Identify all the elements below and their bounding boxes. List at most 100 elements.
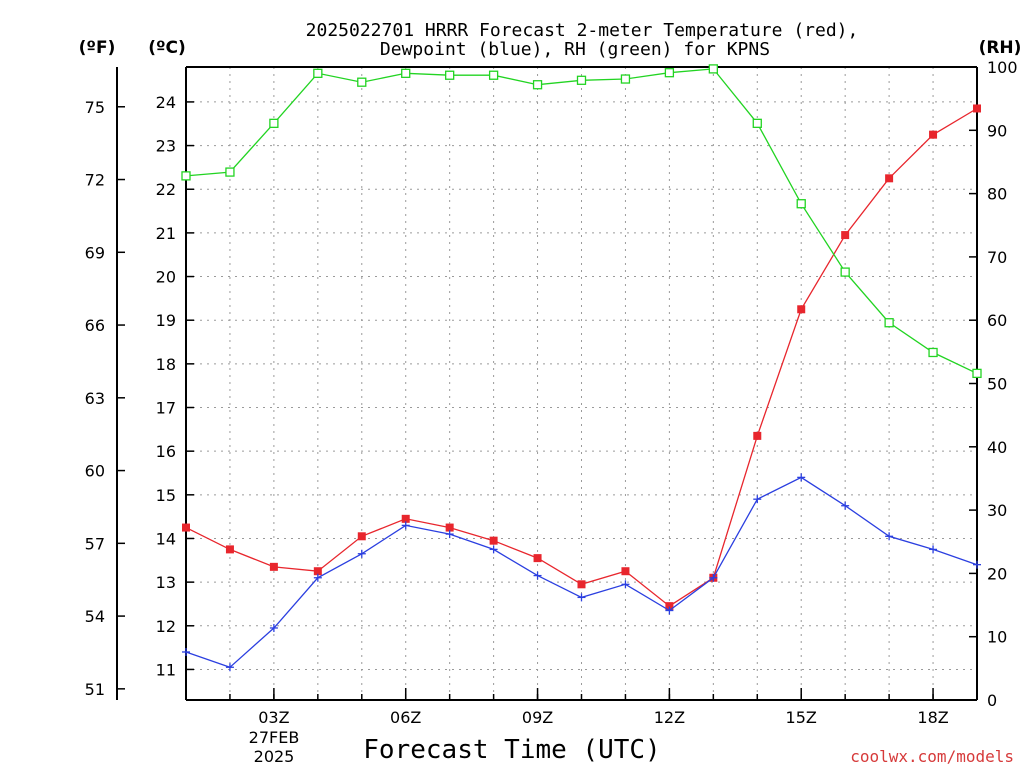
rh-point bbox=[488, 70, 499, 80]
temperature-point bbox=[225, 545, 234, 554]
x-tick-label: 09Z bbox=[522, 708, 553, 727]
dewpoint-point bbox=[665, 606, 674, 615]
temperature-point bbox=[533, 554, 542, 563]
temperature-point bbox=[182, 523, 190, 532]
rh-point bbox=[620, 74, 631, 84]
rh-point bbox=[225, 167, 235, 177]
dewpoint-point bbox=[445, 530, 454, 539]
celsius-tick-label: 20 bbox=[156, 268, 176, 287]
rh-tick-label: 70 bbox=[987, 248, 1007, 267]
celsius-unit-label: (ºC) bbox=[148, 38, 186, 58]
fahrenheit-tick-label: 72 bbox=[85, 171, 105, 190]
dewpoint-point bbox=[401, 521, 410, 530]
tick-labels: 11 12 13 14 15 16 17 18 19 20 21 22 23 24 51 54 57 60 63 66… bbox=[85, 58, 1018, 727]
rh-unit-label: (RH) bbox=[979, 38, 1022, 58]
dewpoint-point bbox=[797, 473, 806, 482]
celsius-tick-label: 22 bbox=[156, 180, 176, 199]
fahrenheit-tick-label: 54 bbox=[85, 607, 105, 626]
rh-tick-label: 0 bbox=[987, 691, 997, 710]
fahrenheit-unit-label: (ºF) bbox=[79, 38, 116, 58]
rh-tick-label: 30 bbox=[987, 501, 1007, 520]
rh-point bbox=[181, 171, 191, 181]
series-layer bbox=[181, 64, 982, 672]
dewpoint-point bbox=[225, 663, 234, 672]
dewpoint-point bbox=[489, 545, 498, 554]
fahrenheit-tick-label: 63 bbox=[85, 389, 105, 408]
dewpoint-point bbox=[357, 549, 366, 558]
rh-point bbox=[401, 68, 411, 78]
x-tick-label: 12Z bbox=[654, 708, 685, 727]
rh-point bbox=[972, 368, 982, 379]
fahrenheit-tick-label: 75 bbox=[85, 98, 105, 117]
temperature-line bbox=[185, 107, 978, 607]
temperature-point bbox=[665, 602, 674, 611]
axes bbox=[116, 66, 978, 701]
dewpoint-point bbox=[533, 571, 542, 580]
dewpoint-point bbox=[313, 573, 322, 582]
celsius-tick-label: 19 bbox=[156, 311, 176, 330]
dewpoint-point bbox=[973, 560, 981, 569]
celsius-tick-label: 15 bbox=[156, 486, 176, 505]
rh-point bbox=[532, 80, 543, 90]
dewpoint-point bbox=[841, 501, 850, 510]
temperature-point bbox=[357, 532, 366, 541]
celsius-tick-label: 21 bbox=[156, 224, 176, 243]
fahrenheit-tick-label: 60 bbox=[85, 462, 105, 481]
rh-point bbox=[708, 64, 718, 74]
dewpoint-point bbox=[709, 573, 718, 582]
rh-tick-label: 80 bbox=[987, 185, 1007, 204]
rh-tick-label: 60 bbox=[987, 311, 1007, 330]
fahrenheit-tick-label: 57 bbox=[85, 534, 105, 553]
temperature-point bbox=[401, 514, 410, 523]
x-date-label-year: 2025 bbox=[254, 747, 295, 766]
x-tick-label: 15Z bbox=[786, 708, 817, 727]
x-tick-label: 18Z bbox=[917, 708, 948, 727]
credit-text: coolwx.com/models bbox=[850, 747, 1014, 766]
x-date-label-day: 27FEB bbox=[249, 728, 300, 747]
rh-tick-label: 90 bbox=[987, 121, 1007, 140]
celsius-tick-label: 18 bbox=[156, 355, 176, 374]
dewpoint-point bbox=[269, 623, 278, 632]
temperature-point bbox=[489, 536, 498, 545]
dewpoint-point bbox=[753, 495, 762, 504]
celsius-tick-label: 12 bbox=[156, 617, 176, 636]
chart-title-line2: Dewpoint (blue), RH (green) for KPNS bbox=[380, 39, 770, 60]
rh-point bbox=[752, 118, 762, 128]
rh-point bbox=[840, 267, 850, 277]
celsius-tick-label: 17 bbox=[156, 399, 176, 418]
temperature-point bbox=[445, 523, 454, 532]
temperature-point bbox=[973, 104, 981, 113]
x-axis-title: Forecast Time (UTC) bbox=[363, 735, 660, 765]
rh-point bbox=[576, 75, 587, 85]
rh-point bbox=[269, 118, 279, 128]
rh-tick-label: 10 bbox=[987, 628, 1007, 647]
rh-tick-label: 50 bbox=[987, 375, 1007, 394]
rh-tick-label: 20 bbox=[987, 564, 1007, 583]
dewpoint-point bbox=[929, 545, 938, 554]
temperature-point bbox=[621, 567, 630, 576]
temperature-point bbox=[269, 562, 278, 571]
temperature-point bbox=[753, 431, 762, 440]
dewpoint-point bbox=[621, 580, 630, 589]
fahrenheit-tick-label: 51 bbox=[85, 680, 105, 699]
rh-point bbox=[664, 68, 675, 78]
dewpoint-series bbox=[182, 473, 981, 672]
rh-series bbox=[181, 64, 982, 379]
dewpoint-point bbox=[577, 593, 586, 602]
fahrenheit-tick-label: 66 bbox=[85, 316, 105, 335]
dewpoint-point bbox=[885, 532, 894, 541]
celsius-tick-label: 11 bbox=[156, 660, 176, 679]
temperature-point bbox=[797, 305, 806, 314]
temperature-point bbox=[885, 174, 894, 183]
rh-point bbox=[796, 199, 806, 209]
celsius-tick-label: 24 bbox=[156, 93, 176, 112]
celsius-tick-label: 13 bbox=[156, 573, 176, 592]
temperature-point bbox=[577, 580, 586, 589]
x-tick-label: 03Z bbox=[258, 708, 289, 727]
temperature-point bbox=[929, 130, 938, 139]
rh-point bbox=[357, 77, 367, 87]
rh-tick-label: 100 bbox=[987, 58, 1018, 77]
grid-lines bbox=[186, 67, 977, 700]
dewpoint-point bbox=[182, 647, 190, 656]
rh-point bbox=[313, 68, 323, 78]
